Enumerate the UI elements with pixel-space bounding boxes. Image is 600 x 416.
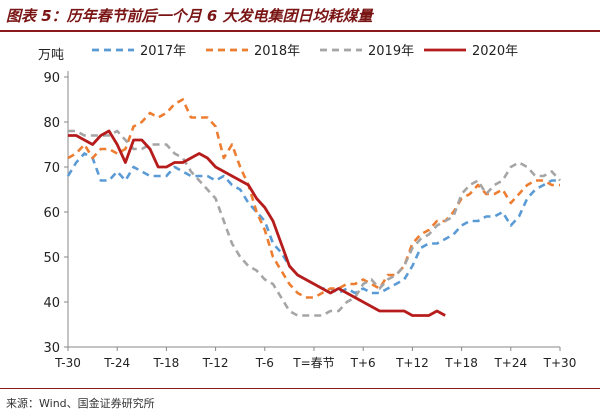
- line-chart: 2017年 2018年 2019年 2020年 30 40 50 60 70 80 90 万吨 T-…: [38, 44, 577, 370]
- x-axis: T-30 T-24 T-18 T-12 T-6 T=春节 T+6 T+12 T+18 T+24 T+…: [54, 346, 577, 370]
- x-tick-label: T+6: [350, 356, 376, 370]
- y-tick-label: 50: [43, 251, 60, 266]
- legend-label-2018年: 2018年: [254, 44, 300, 59]
- y-axis-label: 万吨: [38, 48, 64, 63]
- x-tick-label: T=春节: [292, 356, 334, 370]
- legend-label-2017年: 2017年: [140, 44, 186, 59]
- x-tick-label: T+30: [543, 356, 577, 370]
- legend: 2017年 2018年 2019年 2020年: [92, 44, 518, 59]
- series-lines: [66, 98, 561, 317]
- figure-header: 图表 5：历年春节前后一个月 6 大发电集团日均耗煤量: [0, 0, 600, 30]
- legend-label-2019年: 2019年: [368, 44, 414, 59]
- y-axis: 30 40 50 60 70 80 90 万吨: [38, 48, 69, 356]
- y-tick-label: 30: [43, 341, 60, 356]
- x-tick-label: T-6: [255, 356, 274, 370]
- x-tick-label: T-24: [103, 356, 130, 370]
- y-tick-label: 90: [43, 71, 60, 86]
- x-tick-label: T-30: [54, 356, 81, 370]
- x-tick-label: T-12: [202, 356, 229, 370]
- y-tick-label: 70: [43, 161, 60, 176]
- y-tick-label: 80: [43, 116, 60, 131]
- series-line-2020年: [68, 129, 446, 317]
- series-line-2017年: [66, 152, 560, 295]
- y-tick-label: 60: [43, 206, 60, 221]
- x-tick-label: T+24: [493, 356, 527, 370]
- title-divider: [0, 30, 600, 32]
- series-line-2018年: [67, 98, 560, 299]
- x-tick-label: T-18: [152, 356, 179, 370]
- legend-label-2020年: 2020年: [472, 44, 518, 59]
- source-divider: [0, 388, 600, 389]
- x-tick-label: T+18: [444, 356, 478, 370]
- series-line-2019年: [68, 129, 561, 317]
- figure-title: 图表 5：历年春节前后一个月 6 大发电集团日均耗煤量: [6, 7, 373, 25]
- source-note: 来源：Wind、国金证券研究所: [6, 397, 155, 410]
- x-tick-label: T+12: [395, 356, 429, 370]
- y-tick-label: 40: [43, 296, 60, 311]
